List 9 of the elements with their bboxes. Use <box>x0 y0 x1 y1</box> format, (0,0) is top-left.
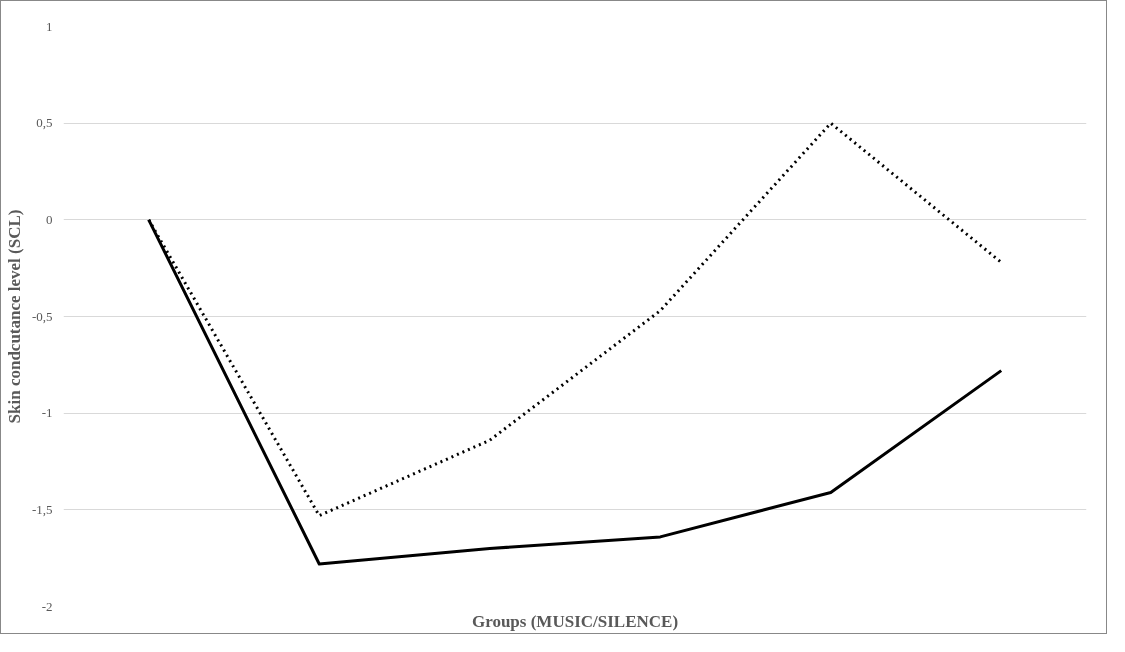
y-tick-label: -1 <box>41 405 53 421</box>
y-tick-label: -2 <box>41 598 53 614</box>
x-axis-title: Groups (MUSIC/SILENCE) <box>471 611 679 631</box>
y-tick-label: -0,5 <box>31 308 53 324</box>
y-tick-label: 0 <box>46 211 53 227</box>
y-tick-label: -1,5 <box>31 501 53 517</box>
y-tick-label: 0,5 <box>36 115 53 131</box>
y-tick-label: 1 <box>46 18 53 34</box>
y-axis-title: Skin condcutance level (SCL) <box>4 209 24 424</box>
